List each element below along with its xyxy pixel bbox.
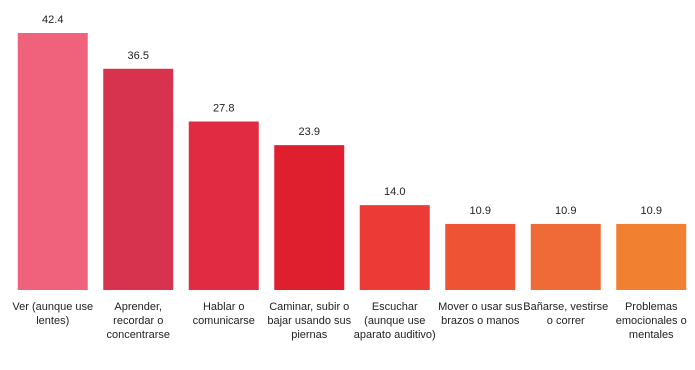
category-label: Ver (aunque use lentes)	[12, 301, 94, 327]
bar	[530, 223, 601, 290]
category-label: Aprender, recordar o concentrarse	[106, 301, 171, 341]
value-label: 36.5	[128, 50, 149, 62]
value-label: 14.0	[384, 186, 405, 198]
category-label: Hablar o comunicarse	[192, 301, 255, 327]
category-label: Problemas emocionales o mentales	[615, 301, 687, 341]
bar	[616, 223, 687, 290]
value-label: 23.9	[299, 126, 320, 138]
value-label: 42.4	[42, 14, 63, 26]
bar	[274, 145, 345, 290]
value-label: 10.9	[470, 205, 491, 217]
category-label: Mover o usar sus brazos o manos	[438, 301, 523, 327]
bar	[188, 121, 259, 290]
category-label: Bañarse, vestirse o correr	[523, 301, 609, 327]
category-label: Caminar, subir o bajar usando sus pierna…	[267, 301, 352, 341]
value-label: 27.8	[213, 102, 234, 114]
bar	[359, 205, 430, 290]
category-label: Escuchar (aunque use aparato auditivo)	[353, 301, 436, 341]
value-label: 10.9	[555, 205, 576, 217]
bar	[103, 68, 174, 290]
bar	[445, 223, 516, 290]
value-label: 10.9	[641, 205, 662, 217]
bar	[17, 33, 88, 290]
